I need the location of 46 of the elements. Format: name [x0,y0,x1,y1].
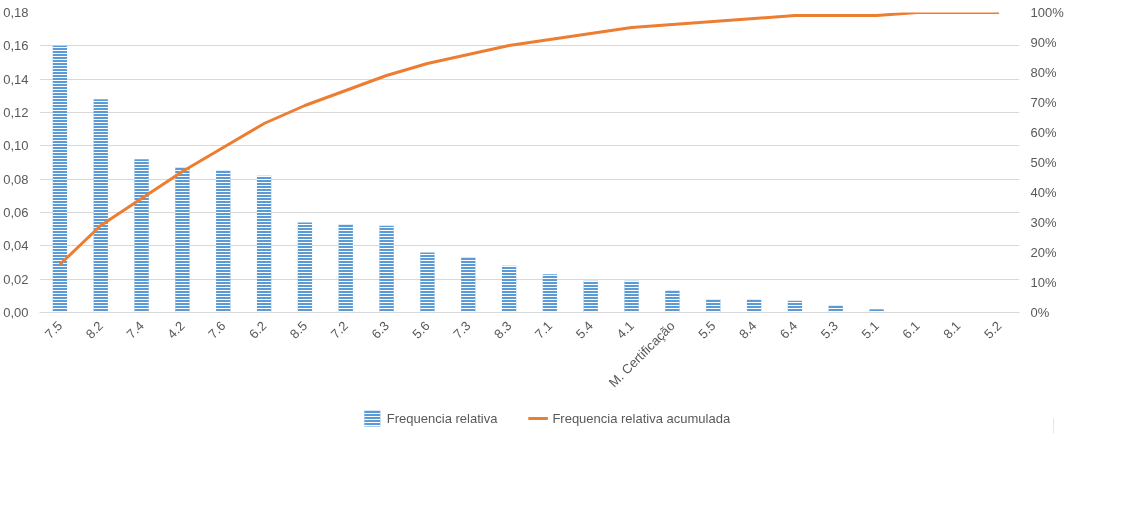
x-tick-label: 7.2 [327,318,352,342]
y-tick-label: 0,12 [3,105,29,120]
x-tick-label: 6.1 [899,318,923,342]
y2-tick-label: 50% [1030,155,1057,170]
y-tick-label: 0,02 [3,271,29,287]
x-tick-label: 5.6 [409,318,433,342]
y2-tick-label: 90% [1030,35,1057,50]
x-tick-label: 7.5 [41,318,66,342]
x-tick-label: 5.2 [981,318,1005,342]
legend-label: Frequencia relativa [386,410,498,426]
legend-label: Frequencia relativa acumulada [552,410,731,426]
x-tick-label: 6.2 [246,318,270,342]
y-tick-label: 0,06 [3,205,29,220]
y-tick-label: 0,04 [3,238,29,254]
y-tick-label: 0,14 [3,71,29,87]
y-tick-label: 0,00 [3,305,29,320]
line-series [58,12,1001,266]
y-tick-label: 0,10 [3,138,29,154]
x-tick-label: 6.3 [368,318,392,342]
x-tick-label: 8.5 [286,318,311,342]
x-tick-label: 5.5 [695,318,719,342]
x-tick-label: 8.3 [491,318,515,342]
x-tick-label: 5.1 [858,318,882,342]
x-tick-label: 8.4 [736,318,760,342]
y2-tick-label: 100% [1030,5,1065,20]
y2-tick-label: 40% [1030,185,1057,200]
x-tick-label: 4.2 [164,318,188,342]
y-tick-label: 0,08 [3,171,29,187]
y2-tick-label: 10% [1030,275,1057,290]
x-tick-label: 8.2 [82,318,107,342]
x-tick-label: 7.1 [531,318,556,342]
x-tick-label: 8.1 [940,318,964,342]
y2-tick-label: 60% [1030,125,1057,140]
x-tick-label: 5.3 [817,318,842,342]
y2-tick-label: 30% [1030,215,1057,230]
y2-tick-label: 0% [1030,305,1050,320]
y2-tick-label: 20% [1030,245,1057,260]
y2-tick-label: 70% [1030,95,1057,110]
y-tick-label: 0,16 [3,38,29,54]
y2-tick-label: 80% [1030,65,1057,80]
x-tick-label: 7.3 [450,318,474,342]
x-tick-label: 5.4 [572,318,597,342]
x-tick-label: 6.4 [776,318,801,342]
x-tick-label: 7.4 [123,318,147,342]
y-tick-label: 0,18 [3,5,29,20]
x-tick-label: 7.6 [205,318,229,342]
